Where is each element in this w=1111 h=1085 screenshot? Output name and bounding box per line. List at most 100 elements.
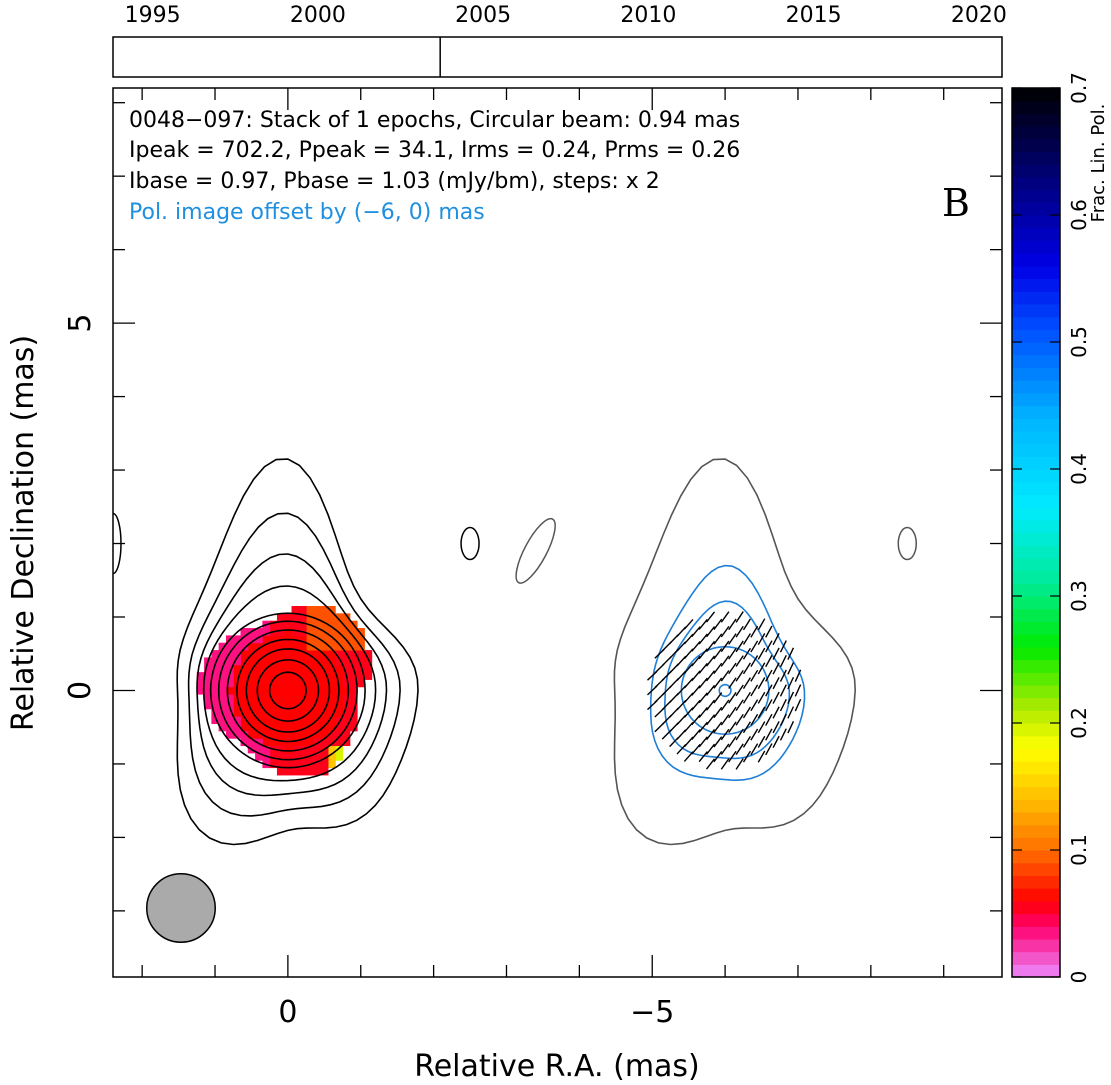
- fraclin-pixel: [298, 657, 307, 666]
- fraclin-pixel: [335, 672, 344, 680]
- fraclin-pixel: [276, 642, 285, 651]
- fraclin-pixel: [320, 657, 329, 666]
- colorbar-band: [1012, 938, 1060, 953]
- colorbar-tick-label: 0.3: [1067, 580, 1091, 612]
- x-tick-label: 0: [278, 995, 297, 1030]
- fraclin-pixel: [357, 657, 365, 666]
- evpa-stick: [720, 714, 730, 726]
- axis-ticks: 0 −5 0 5: [63, 88, 1002, 1030]
- fraclin-pixel: [335, 708, 344, 717]
- fraclin-pixel: [240, 650, 249, 658]
- colorbar-band: [1012, 723, 1060, 737]
- evpa-stick: [787, 647, 795, 660]
- fraclin-pixel: [313, 642, 322, 651]
- colorbar-band: [1012, 316, 1060, 330]
- evpa-stick: [750, 625, 759, 638]
- colorbar-band: [1012, 672, 1060, 686]
- fraclin-pixel: [313, 635, 322, 644]
- fraclin-pixel: [320, 752, 329, 761]
- colorbar-band: [1012, 303, 1060, 318]
- fraclin-pixel: [327, 642, 336, 651]
- fraclin-pixel: [335, 635, 344, 644]
- evpa-stick: [742, 721, 752, 734]
- fraclin-pixel: [327, 745, 336, 754]
- fraclin-pixel: [313, 628, 322, 636]
- fraclin-pixel: [291, 745, 300, 754]
- evpa-stick: [713, 648, 723, 660]
- evpa-stick: [779, 654, 787, 668]
- y-tick-label: 0: [63, 681, 98, 700]
- fraclin-pixel: [364, 657, 373, 666]
- evpa-stick: [654, 722, 665, 733]
- fraclin-pixel: [313, 701, 322, 710]
- fraclin-pixel: [240, 701, 249, 710]
- fraclin-pixel: [276, 745, 285, 754]
- fraclin-pixel: [233, 708, 242, 717]
- colorbar-tick-label: 0.4: [1067, 453, 1091, 485]
- evpa-stick: [654, 707, 665, 718]
- fraclin-pixel: [240, 672, 249, 680]
- fraclin-pixel: [291, 730, 300, 739]
- fraclin-pixel: [240, 694, 249, 702]
- fraclin-pixel: [255, 635, 263, 644]
- evpa-stick: [705, 670, 716, 682]
- fraclin-pixel: [320, 672, 329, 680]
- fraclin-pixel: [255, 664, 263, 673]
- fraclin-pixel: [335, 701, 344, 710]
- evpa-stick: [750, 655, 759, 668]
- fraclin-pixel: [320, 620, 329, 629]
- fraclin-pixel: [255, 752, 263, 761]
- fraclin-pixel: [269, 730, 278, 739]
- evpa-stick: [705, 728, 716, 741]
- colorbar-band: [1012, 596, 1060, 610]
- fraclin-pixel: [284, 723, 293, 732]
- fraclin-pixel: [255, 745, 263, 754]
- fraclin-pixel: [342, 679, 351, 688]
- fraclin-pixel: [240, 738, 249, 747]
- fraclin-pixel: [298, 650, 307, 658]
- panel-label: B: [942, 181, 970, 225]
- fraclin-pixel: [284, 752, 293, 761]
- fraclin-pixel: [357, 650, 365, 658]
- colorbar-band: [1012, 570, 1060, 584]
- colorbar-frame: [1011, 87, 1061, 978]
- fraclin-pixel: [204, 679, 212, 688]
- colorbar-band: [1012, 900, 1060, 915]
- fraclin-pixel: [342, 628, 351, 636]
- fraclin-pixel: [276, 767, 285, 776]
- fraclin-pixel: [306, 694, 314, 702]
- fraclin-pixel: [247, 672, 256, 680]
- fraclin-pixel: [335, 664, 344, 673]
- fraclin-pixel: [335, 642, 344, 651]
- fraclin-pixel: [204, 701, 212, 710]
- fraclin-pixel: [269, 694, 278, 702]
- fraclin-pixel: [262, 745, 271, 754]
- evpa-stick: [772, 721, 780, 734]
- fraclin-pixel: [327, 730, 336, 739]
- fraclin-pixel: [240, 642, 249, 651]
- evpa-stick: [713, 662, 723, 675]
- fraclin-pixel: [291, 613, 300, 622]
- fraclin-pixel: [306, 730, 314, 739]
- fraclin-pixel: [349, 672, 358, 680]
- evpa-stick: [794, 684, 802, 697]
- fraclin-pixel: [269, 650, 278, 658]
- fraclin-pixel: [218, 723, 227, 732]
- fraclin-pixel: [298, 694, 307, 702]
- fraclin-pixel: [204, 686, 212, 695]
- fraclin-pixel: [364, 672, 373, 680]
- fraclin-pixel: [276, 738, 285, 747]
- colorbar-band: [1012, 354, 1060, 368]
- colorbar-band: [1012, 761, 1060, 775]
- fraclin-pixel: [298, 686, 307, 695]
- fraclin-pixel: [218, 686, 227, 695]
- fraclin-pixel: [269, 679, 278, 688]
- fraclin-pixel: [284, 664, 293, 673]
- evpa-stick: [691, 714, 701, 726]
- fraclin-pixel: [327, 679, 336, 688]
- fraclin-pixel: [342, 716, 351, 724]
- evpa-stick: [750, 669, 759, 682]
- fraclin-pixel: [327, 752, 336, 761]
- fraclin-pixel: [306, 672, 314, 680]
- evpa-stick: [683, 751, 694, 762]
